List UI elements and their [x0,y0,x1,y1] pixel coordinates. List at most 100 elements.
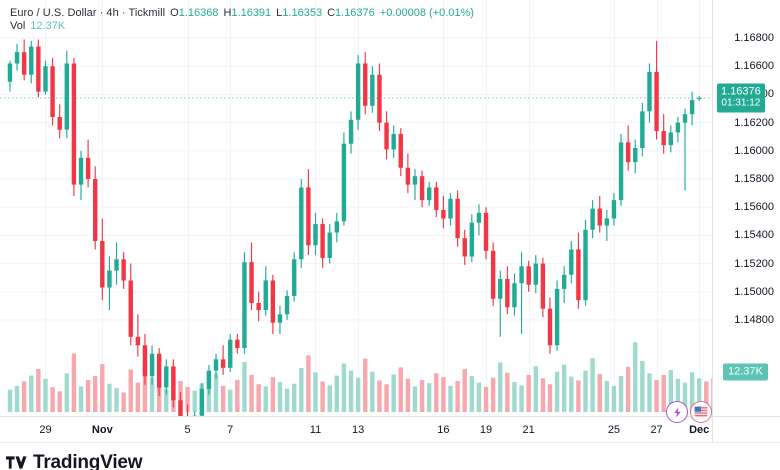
candle-body [235,339,240,349]
volume-bar [384,384,389,412]
volume-bar [164,389,169,412]
candle-body [306,187,311,246]
candle-body [107,270,112,288]
volume-bar [441,377,446,412]
time-tick: 19 [479,424,493,436]
volume-bar [235,379,240,412]
candle-body [348,119,354,144]
volume-bar [36,369,41,412]
candle-body [569,249,574,275]
volume-bar [640,360,645,412]
candle-body [199,388,205,416]
volume-bar [50,387,55,412]
volume-bar [498,362,503,412]
volume-bar [412,386,418,412]
candle-body [384,122,389,150]
candle-body [618,142,624,201]
volume-bars [7,342,712,412]
time-axis[interactable]: 29 Nov 5 7 11 13 16 19 21 25 27 Dec [0,416,712,442]
lightning-icon[interactable] [666,401,688,423]
price-tick: 1.16800 [734,32,774,45]
last-price-value: 1.16376 [721,85,761,98]
candle-body [78,157,84,185]
candle-body [419,176,425,201]
time-tick: Dec [689,424,710,436]
volume-bar [43,378,48,412]
candle-body [14,52,20,64]
volume-bar [128,369,133,412]
candle-body [57,117,62,130]
candle-body [412,176,418,185]
tradingview-wordmark: TradingView [33,452,143,470]
chart-status-badges [666,401,712,423]
price-tick: 1.15200 [734,257,774,270]
candle-body [476,212,482,223]
candle-body [682,114,688,123]
price-axis[interactable]: 1.168001.166001.164001.162001.160001.158… [712,0,780,416]
volume-bar [633,342,638,412]
candle-body [426,187,432,201]
volume-bar [29,375,34,412]
candle-body [327,232,332,258]
volume-bar [377,380,382,412]
candle-body [455,198,460,239]
volume-bar [576,380,581,412]
candle-body [291,259,297,296]
volume-bar [142,359,148,412]
volume-bar [618,376,624,412]
volume-bar [7,389,13,412]
candle-body [71,63,77,185]
volume-bar [284,388,290,412]
candle-body [284,295,290,315]
volume-bar [121,392,126,412]
candle-body [576,249,581,301]
volume-bar [213,373,219,412]
chart-plot-area[interactable] [0,0,712,416]
last-price-badge[interactable]: 1.16376 01:31:12 [717,83,765,113]
candle-body [597,208,602,226]
candle-body [355,63,361,120]
candle-body [85,157,91,179]
us-flag-icon[interactable] [690,401,712,423]
chart-footer: TradingView [0,442,780,470]
candle-body [121,259,126,281]
candle-body [675,122,681,133]
volume-bar [21,381,27,412]
volume-bar [370,371,375,412]
candle-body [519,266,524,284]
candle-body [562,274,567,289]
candle-body [256,303,261,311]
volume-bar [14,385,20,412]
volume-bar [490,377,496,412]
volume-badge[interactable]: 12.37K [723,363,768,381]
price-tick: 1.15400 [734,229,774,242]
candle-body [206,370,212,389]
volume-bar [299,367,304,412]
bar-countdown: 01:31:12 [721,97,761,109]
candle-body [341,143,347,222]
volume-bar [512,382,517,412]
candle-body [540,263,546,309]
candle-body [100,241,105,288]
volume-bar [341,363,347,412]
volume-bar [398,367,403,412]
candle-body [490,250,496,299]
candle-body [36,46,41,92]
volume-bar [107,383,112,412]
volume-bar [206,378,212,412]
price-tick: 1.15600 [734,201,774,214]
candle-body [604,218,610,226]
candle-body [697,97,702,99]
volume-bar [647,373,652,412]
tradingview-logo[interactable]: TradingView [6,452,143,470]
candle-body [156,353,162,388]
volume-bar [661,375,666,412]
volume-bar [348,370,354,412]
volume-bar [533,366,538,412]
candle-body [498,279,503,299]
candle-body [7,63,13,82]
candle-body [64,63,69,130]
candle-body [178,400,183,416]
volume-bar [320,381,325,412]
